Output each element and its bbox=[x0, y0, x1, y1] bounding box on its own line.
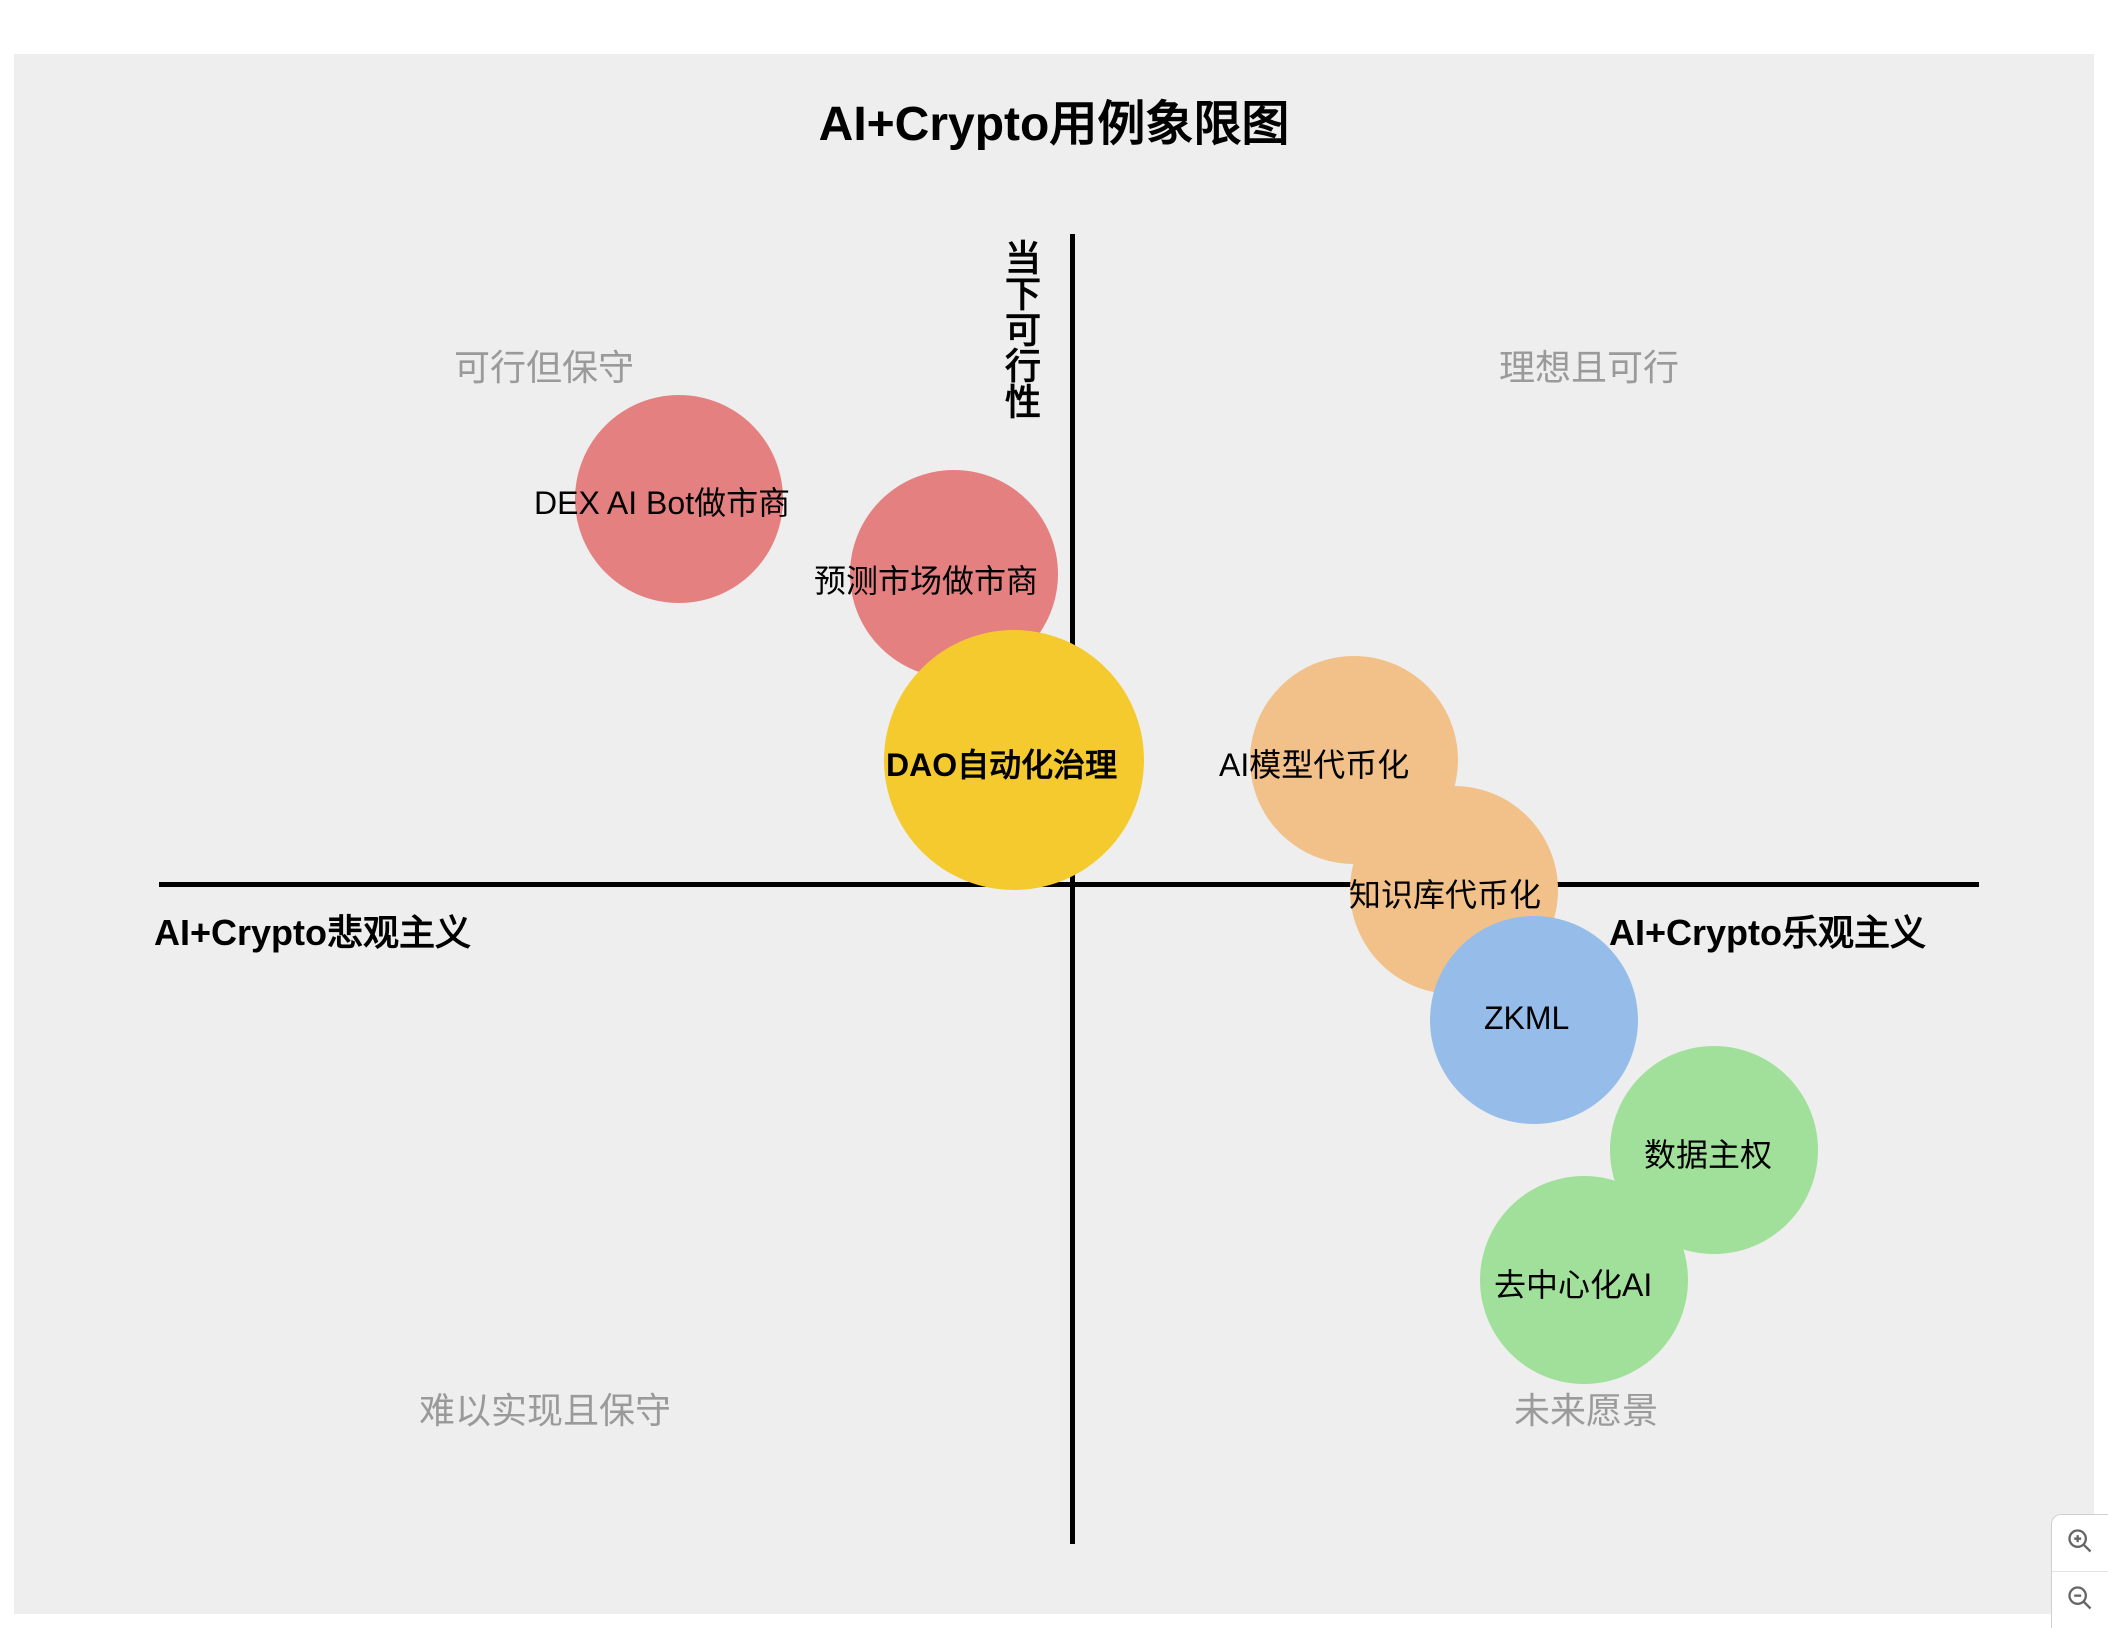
page: AI+Crypto用例象限图 当下可行性 AI+Crypto悲观主义 AI+Cr… bbox=[0, 0, 2108, 1628]
axis-label-top: 当下可行性 bbox=[994, 239, 1046, 419]
quadrant-label-bl: 难以实现且保守 bbox=[419, 1382, 671, 1434]
zoom-out-icon bbox=[2066, 1584, 2094, 1617]
quadrant-label-br: 未来愿景 bbox=[1514, 1382, 1658, 1434]
quadrant-label-tl: 可行但保守 bbox=[454, 339, 634, 391]
zoom-in-icon bbox=[2066, 1527, 2094, 1560]
bubble-label-data-sov: 数据主权 bbox=[1644, 1130, 1772, 1176]
bubble-label-kb-token: 知识库代币化 bbox=[1349, 870, 1541, 916]
zoom-in-button[interactable] bbox=[2052, 1515, 2108, 1572]
chart-canvas: AI+Crypto用例象限图 当下可行性 AI+Crypto悲观主义 AI+Cr… bbox=[14, 54, 2094, 1614]
bubble-label-pred-market: 预测市场做市商 bbox=[814, 556, 1038, 602]
bubble-label-zkml: ZKML bbox=[1484, 1000, 1569, 1037]
chart-title: AI+Crypto用例象限图 bbox=[819, 84, 1290, 154]
y-axis bbox=[1070, 234, 1075, 1544]
bubble-label-ai-token: AI模型代币化 bbox=[1219, 740, 1409, 786]
axis-label-left: AI+Crypto悲观主义 bbox=[154, 904, 471, 956]
zoom-controls bbox=[2051, 1514, 2108, 1628]
quadrant-label-tr: 理想且可行 bbox=[1499, 339, 1679, 391]
bubble-label-dao-gov: DAO自动化治理 bbox=[886, 740, 1117, 786]
bubble-label-decent-ai: 去中心化AI bbox=[1494, 1260, 1652, 1306]
bubble-label-dex-ai-bot: DEX AI Bot做市商 bbox=[534, 478, 790, 524]
zoom-out-button[interactable] bbox=[2052, 1572, 2108, 1628]
axis-label-right: AI+Crypto乐观主义 bbox=[1609, 904, 1926, 956]
